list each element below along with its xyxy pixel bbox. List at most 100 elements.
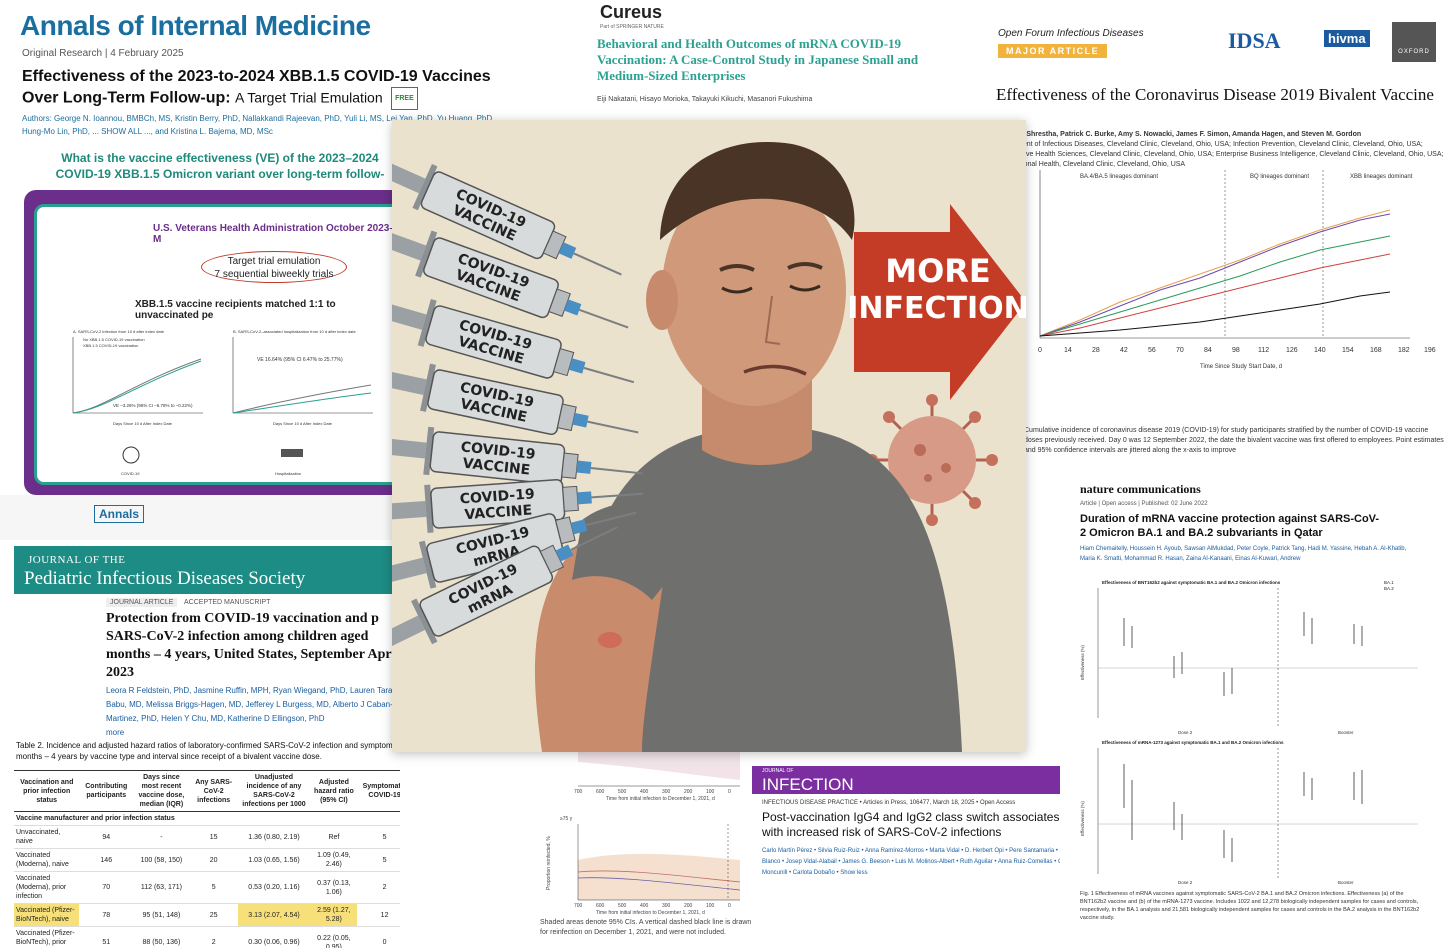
fig-a-group-booster: Booster — [1338, 730, 1354, 735]
chart-b-title: B. SARS-CoV-2–associated hospitalization… — [233, 329, 357, 334]
table-cell: Vaccinated (Pfizer-BioNTech), naive — [14, 903, 80, 927]
injection-site-redness — [598, 632, 622, 648]
x-tick-label: 200 — [684, 903, 693, 909]
series-3-doses — [1039, 213, 1391, 337]
design-oval: Target trial emulation 7 sequential biwe… — [201, 251, 347, 283]
table-header-cell: Unadjusted incidence of any SARS-CoV-2 i… — [237, 770, 311, 812]
reinfection-charts: 700 600 500 400 300 200 100 0 Time from initial… — [546, 750, 741, 916]
cureus-logo[interactable]: Cureus — [600, 2, 663, 22]
article-title[interactable]: Protection from COVID-19 vaccination and… — [106, 611, 400, 680]
age-group-label: ≥75 y — [560, 816, 573, 822]
table-header-cell: Days since most recent vaccine dose, med… — [133, 770, 190, 812]
table-cell: Vaccinated (Pfizer-BioNTech), prior infe… — [14, 926, 80, 948]
author-list[interactable]: Hiam Chemaitelly, Houssein H. Ayoub, Saw… — [1080, 546, 1407, 562]
author-list[interactable]: Leora R Feldstein, PhD, Jasmine Ruffin, … — [106, 684, 400, 740]
zone-label-1: BA.4/BA.5 lineages dominant — [1080, 174, 1158, 180]
zone-label-2: BQ lineages dominant — [1250, 174, 1309, 180]
series-1-dose — [1039, 253, 1391, 337]
table-cell: 5 — [189, 871, 238, 904]
x-tick-label: 600 — [596, 903, 605, 909]
svg-text:168: 168 — [1370, 347, 1382, 354]
fig-a-group-dose2: Dose 2 — [1178, 730, 1193, 735]
svg-text:112: 112 — [1258, 347, 1269, 354]
article-type-tag: JOURNAL ARTICLE — [106, 598, 178, 607]
eyebrow-right — [787, 262, 823, 270]
chart-b-curve-vaccinated — [232, 392, 372, 414]
author-list: Eiji Nakatani, Hisayo Morioka, Takayuki … — [597, 96, 813, 103]
table-cell: Vaccinated (Moderna), naive — [14, 848, 80, 872]
table-section-label: Vaccine manufacturer and prior infection… — [14, 811, 400, 826]
table-cell: 51 — [79, 926, 134, 948]
chart-a-title: A. SARS-CoV-2 infection from 10 d after … — [73, 329, 165, 334]
x-tick-label: 100 — [706, 903, 715, 909]
chart-b-ve: VE 16.64% (95% CI 6.47% to 25.77%) — [257, 357, 343, 363]
visual-abstract-question: What is the vaccine effectiveness (VE) o… — [55, 151, 385, 181]
article-title[interactable]: Effectiveness of the Coronavirus Disease… — [996, 85, 1434, 104]
x-axis-label: Time Since Study Start Date, d — [1200, 364, 1282, 370]
pids-article-panel: JOURNAL OF THE Pediatric Infectious Dise… — [0, 540, 400, 948]
ofid-article-panel: Open Forum Infectious Diseases MAJOR ART… — [980, 0, 1456, 470]
journal-logo[interactable]: nature communications — [1080, 482, 1201, 496]
x-ticks-top: 700 600 500 400 300 200 100 0 — [574, 789, 731, 795]
fig-b-error-bars — [1123, 764, 1363, 862]
icon-label-hosp: Hospitalization — [275, 471, 301, 476]
figure-caption: Fig. 1 Effectiveness of mRNA vaccines ag… — [1080, 891, 1420, 921]
results-table: Vaccination and prior infection status Co… — [14, 770, 400, 948]
author-list[interactable]: Carlo Martín Pérez • Silvia Ruiz-Ruiz • … — [762, 848, 1080, 876]
central-illustration: MORE INFECTION — [392, 120, 1026, 752]
eyebrow-left — [719, 264, 755, 272]
visual-abstract-inner: U.S. Veterans Health Administration Octo… — [34, 204, 404, 485]
svg-text:182: 182 — [1398, 347, 1410, 354]
svg-text:70: 70 — [1176, 347, 1184, 354]
article-meta: INFECTIOUS DISEASE PRACTICE • Articles i… — [762, 800, 1016, 806]
article-title[interactable]: Post-vaccination IgG4 and IgG2 class swi… — [762, 810, 1060, 839]
figure-caption: Cumulative incidence of coronavirus dise… — [1024, 427, 1444, 454]
table-header-cell: Symptomatic COVID-19 — [357, 770, 400, 812]
article-meta: Article | Open access | Published: 02 Ju… — [1080, 501, 1208, 507]
article-title[interactable]: Duration of mRNA vaccine protection agai… — [1080, 513, 1380, 539]
table-cell: 12 — [357, 903, 400, 927]
table-cell: - — [133, 825, 190, 849]
table-cell: 0 — [357, 926, 400, 948]
series-0-doses — [1039, 291, 1391, 337]
article-type-badge: MAJOR ARTICLE — [998, 44, 1108, 58]
legend-ba1: BA.1 — [1384, 580, 1394, 585]
svg-text:56: 56 — [1148, 347, 1156, 354]
svg-text:196: 196 — [1424, 347, 1436, 354]
table-cell: 70 — [79, 871, 134, 904]
svg-text:14: 14 — [1064, 347, 1072, 354]
design-line-1: Target trial emulation — [227, 256, 321, 267]
arrow-text-line-1: MORE — [885, 252, 991, 290]
fig-b-group-booster: Booster — [1338, 880, 1354, 885]
author-list[interactable]: Authors: George N. Ioannou, BMBCh, MS, K… — [22, 114, 495, 136]
svg-text:98: 98 — [1232, 347, 1240, 354]
svg-text:42: 42 — [1120, 347, 1128, 354]
author-list: Nabin K. Shrestha, Patrick C. Burke, Amy… — [996, 131, 1362, 138]
article-title[interactable]: Behavioral and Health Outcomes of mRNA C… — [597, 36, 919, 83]
journal-name: Open Forum Infectious Diseases — [998, 28, 1144, 39]
right-arrow-icon — [854, 204, 1026, 400]
effectiveness-figure: Effectiveness of BNT162b2 against sympto… — [1080, 580, 1418, 885]
annals-logo[interactable]: Annals of Internal Medicine — [20, 10, 371, 41]
table-cell: 88 (50, 136) — [133, 926, 190, 948]
person-hair — [660, 141, 855, 240]
syringe-label: COVID-19 — [459, 486, 535, 507]
table-cell: 0.37 (0.13, 1.06) — [310, 871, 358, 904]
more-link[interactable]: more — [106, 728, 125, 737]
x-tick-label: 700 — [574, 789, 583, 795]
idsa-logo: IDSA — [1228, 28, 1281, 53]
journal-banner: JOURNAL OF THE Pediatric Infectious Dise… — [14, 546, 400, 594]
cumulative-incidence-charts: A. SARS-CoV-2 infection from 10 d after … — [72, 329, 373, 476]
chart-a-curve-vaccinated — [72, 360, 202, 414]
x-tick-label: 700 — [574, 903, 583, 909]
table-cell: Ref — [310, 825, 358, 849]
article-title: Effectiveness of the 2023-to-2024 XBB.1.… — [22, 66, 517, 110]
fig-a-error-bars — [1123, 612, 1363, 696]
cumulative-incidence-chart: BA.4/BA.5 lineages dominant BQ lineages … — [1038, 170, 1436, 370]
x-tick-label: 400 — [640, 903, 649, 909]
legend-ba2: BA.2 — [1384, 586, 1394, 591]
closed-eye-right — [789, 284, 821, 292]
zone-label-3: XBB lineages dominant — [1350, 174, 1413, 180]
authors: Leora R Feldstein, PhD, Jasmine Ruffin, … — [106, 686, 400, 723]
